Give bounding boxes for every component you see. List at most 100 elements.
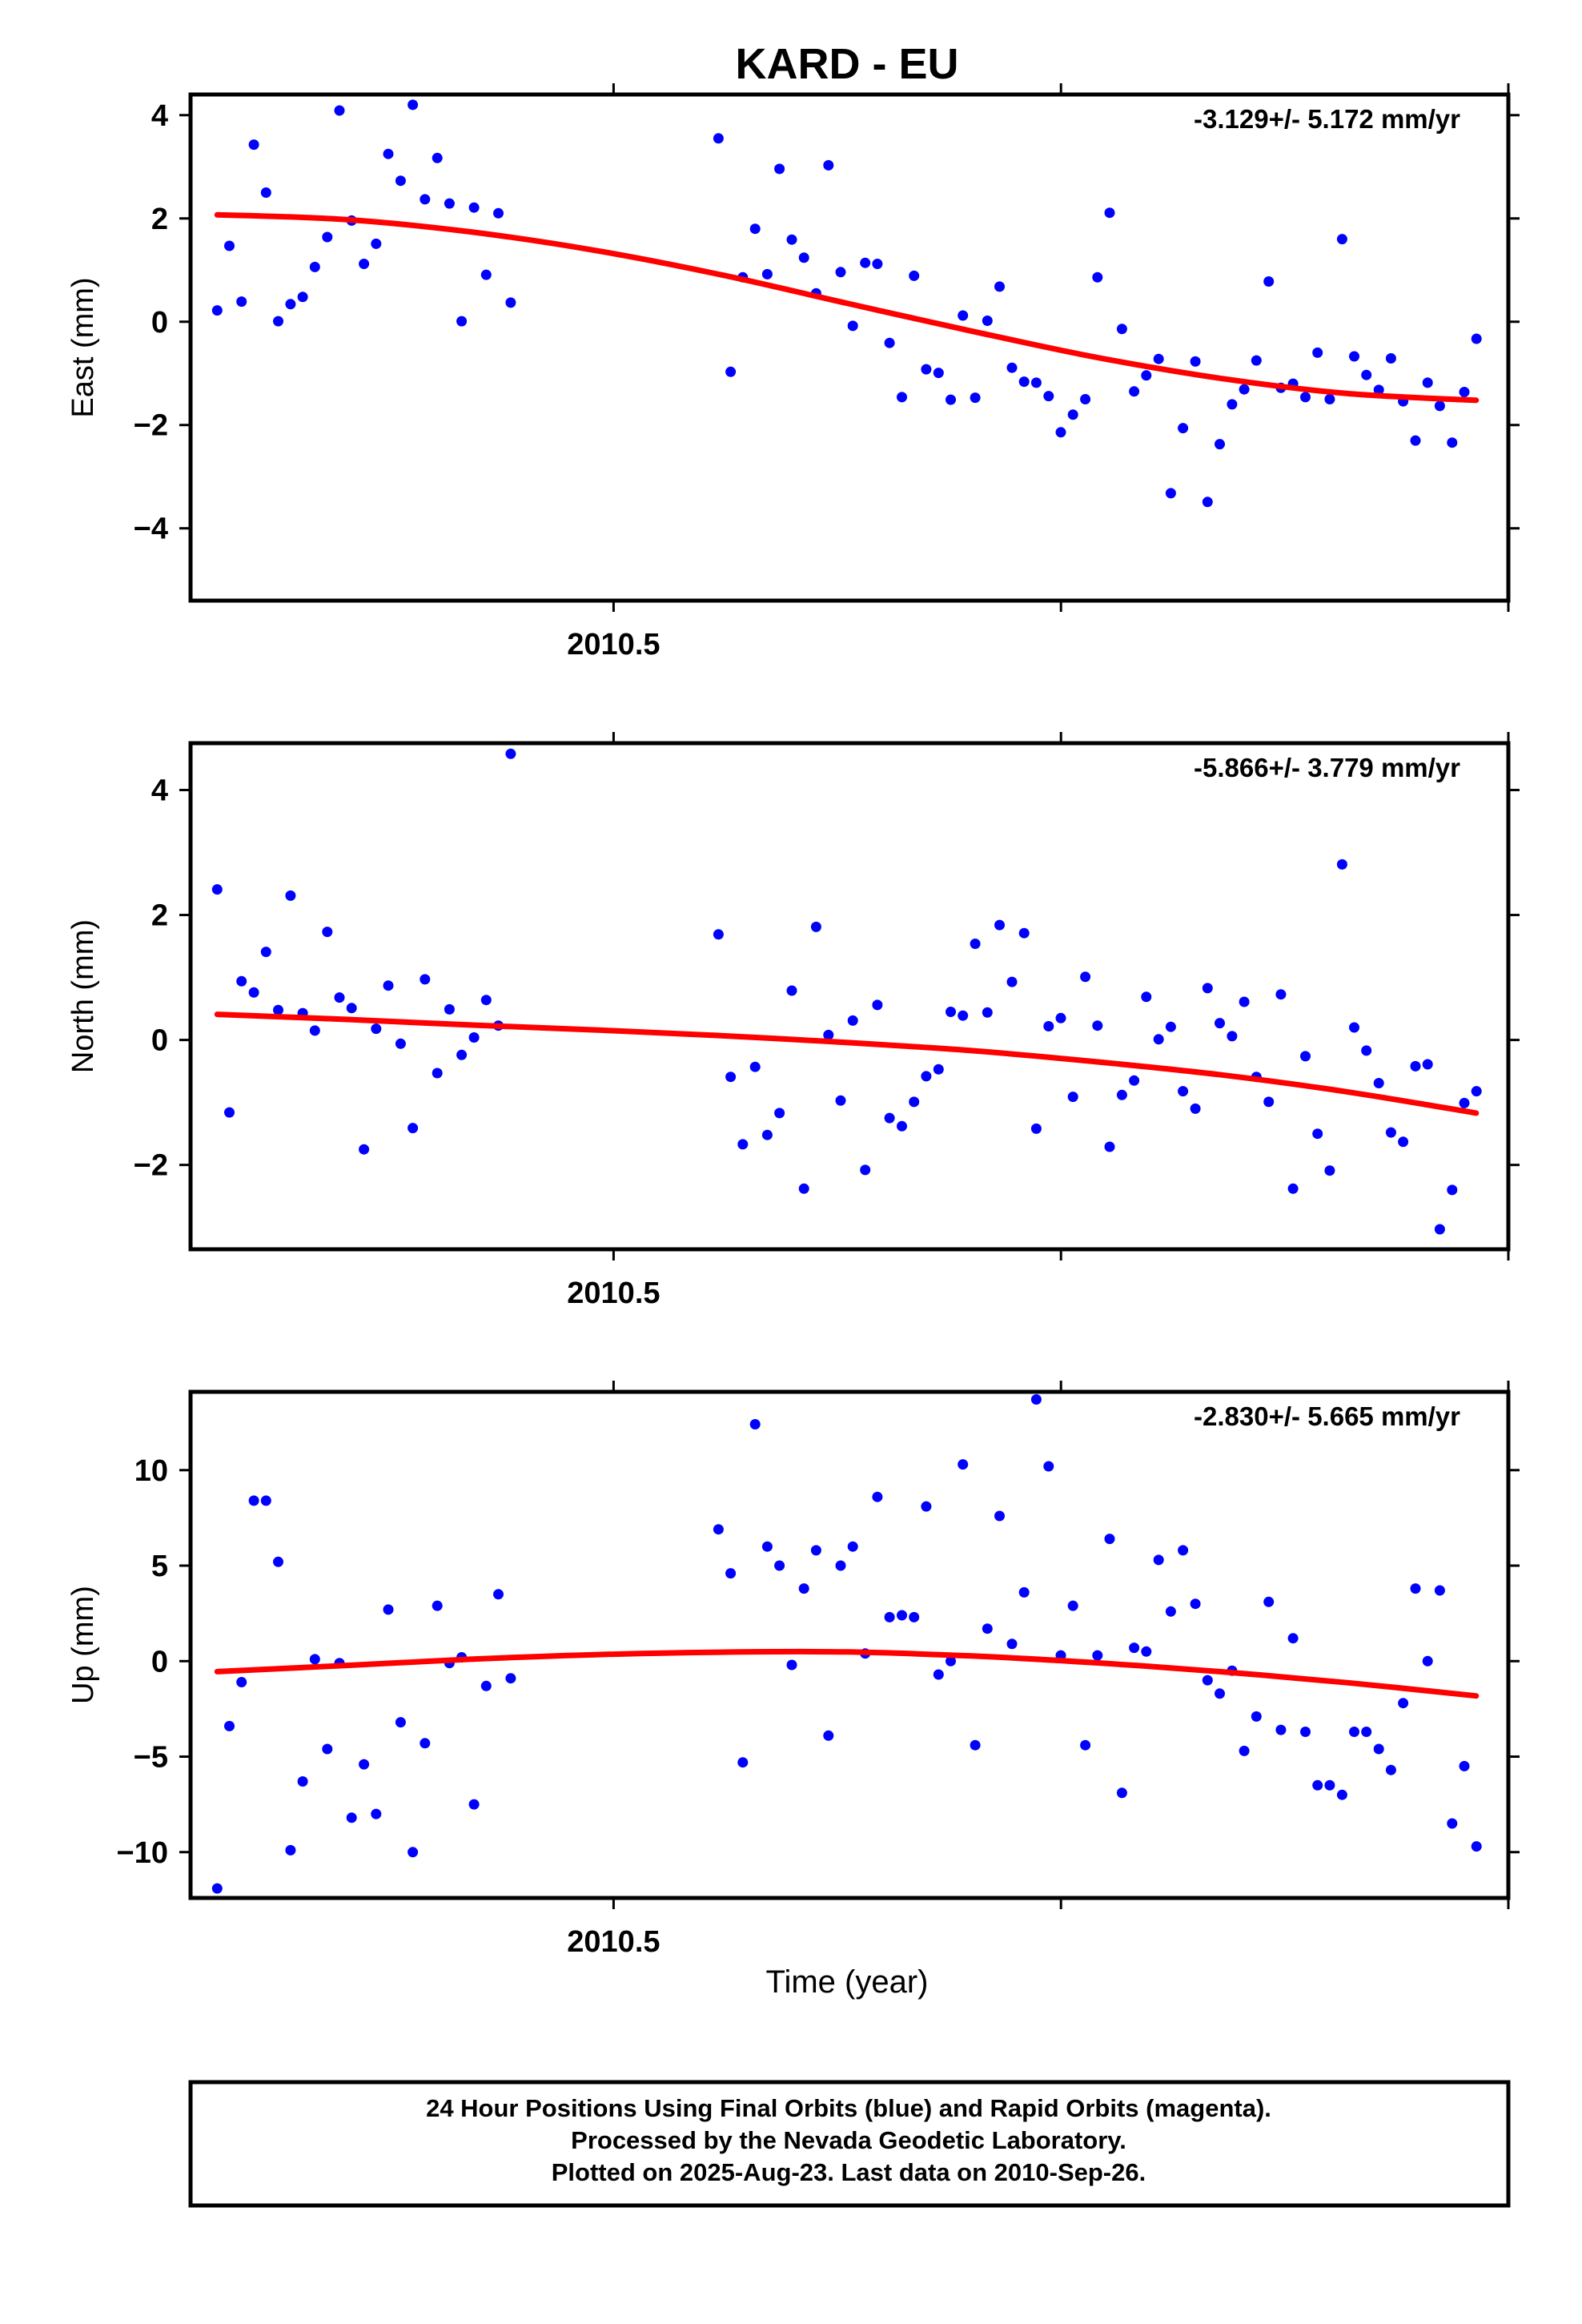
north-data-point — [334, 992, 345, 1003]
north-data-point — [933, 1063, 944, 1075]
up-data-point — [946, 1655, 956, 1667]
east-data-point — [786, 234, 797, 245]
east-data-point — [798, 252, 809, 263]
east-data-point — [371, 238, 382, 249]
east-data-point — [1251, 355, 1262, 366]
up-data-point — [371, 1808, 382, 1819]
north-data-point — [1361, 1045, 1372, 1056]
east-data-point — [1030, 377, 1042, 388]
x-axis-label: Time (year) — [766, 1964, 929, 2000]
east-plot-frame — [188, 92, 1511, 603]
north-data-point — [810, 921, 821, 932]
east-data-point — [1324, 394, 1335, 404]
east-data-point — [713, 133, 724, 144]
up-data-point — [1043, 1461, 1054, 1472]
up-data-point — [982, 1623, 993, 1634]
up-data-point — [468, 1799, 480, 1810]
north-data-point — [749, 1061, 761, 1072]
up-data-point — [1361, 1727, 1372, 1737]
north-panel: −2 0 2 4 2010.5 North (mm) -5.866+/- 3.779 mm/… — [66, 732, 1520, 1310]
north-fit-curve — [214, 1011, 1480, 1116]
east-data-point — [946, 394, 956, 405]
north-data-point — [909, 1096, 920, 1108]
east-data-point — [921, 364, 932, 375]
east-data-point — [383, 148, 394, 159]
up-data-point — [713, 1524, 724, 1535]
up-ytick-label: 10 — [135, 1454, 168, 1488]
east-data-point — [1239, 384, 1250, 395]
east-data-point — [1349, 351, 1359, 362]
up-data-point — [1251, 1711, 1262, 1722]
north-data-point — [1055, 1012, 1066, 1023]
north-data-point — [346, 1003, 357, 1014]
up-data-point — [273, 1556, 283, 1567]
north-data-point — [835, 1095, 846, 1106]
north-rate-label: -5.866+/- 3.779 mm/yr — [1194, 753, 1460, 782]
up-data-point — [1215, 1688, 1225, 1699]
up-data-point — [1287, 1633, 1299, 1644]
east-data-point — [1447, 437, 1458, 448]
up-data-point — [970, 1739, 981, 1751]
up-data-point — [909, 1611, 920, 1622]
up-ytick-label: 0 — [151, 1645, 168, 1679]
north-data-point — [774, 1108, 785, 1119]
north-data-point — [737, 1139, 749, 1150]
north-data-point — [480, 995, 492, 1006]
east-data-point — [1055, 427, 1066, 438]
north-data-point — [395, 1038, 406, 1049]
north-data-point — [1349, 1022, 1359, 1033]
east-data-point — [1434, 400, 1445, 412]
east-data-point — [468, 202, 480, 213]
north-ytick-label: 2 — [151, 899, 168, 933]
north-data-point — [432, 1068, 443, 1079]
east-data-point — [1471, 333, 1482, 344]
up-data-point — [1153, 1554, 1164, 1566]
up-data-point — [1202, 1675, 1213, 1686]
east-ytick-label: 0 — [151, 306, 168, 340]
north-data-point — [897, 1120, 907, 1132]
east-data-point — [933, 368, 944, 379]
up-data-point — [1324, 1779, 1335, 1791]
up-data-point — [322, 1743, 333, 1755]
up-data-point — [493, 1589, 504, 1600]
north-data-point — [982, 1007, 993, 1018]
north-data-point — [420, 974, 431, 985]
up-data-point — [761, 1541, 773, 1552]
north-data-point — [1239, 996, 1250, 1007]
up-data-point — [248, 1495, 259, 1506]
up-data-point — [1422, 1655, 1433, 1667]
up-data-point — [260, 1495, 271, 1506]
up-data-point — [1275, 1724, 1287, 1735]
east-data-point — [322, 231, 333, 243]
north-data-point — [1447, 1184, 1458, 1196]
east-data-point — [297, 292, 308, 303]
up-data-point — [1190, 1598, 1201, 1610]
east-data-point — [1043, 391, 1054, 402]
up-data-point — [1373, 1743, 1384, 1755]
up-data-point — [1080, 1739, 1091, 1751]
east-data-point — [1165, 488, 1176, 499]
east-data-point — [1104, 207, 1115, 219]
east-data-point — [260, 187, 271, 198]
north-ytick-label: 4 — [151, 774, 168, 808]
north-data-point — [958, 1010, 969, 1021]
up-data-point — [432, 1600, 443, 1611]
east-data-point — [1116, 324, 1127, 335]
east-data-point — [408, 99, 419, 111]
north-plot-frame — [188, 741, 1511, 1252]
east-data-point — [1410, 435, 1421, 446]
up-data-point — [1018, 1586, 1030, 1598]
north-xtick-label: 2010.5 — [567, 1277, 660, 1310]
north-data-point — [1092, 1020, 1103, 1031]
up-data-point — [309, 1654, 320, 1665]
east-xtick-label: 2010.5 — [567, 628, 660, 661]
up-data-point — [1349, 1727, 1359, 1737]
north-data-point — [823, 1029, 834, 1040]
north-data-point — [1263, 1096, 1275, 1108]
east-data-point — [224, 240, 235, 251]
up-data-point — [737, 1757, 749, 1768]
east-data-point — [1459, 387, 1470, 397]
up-data-point — [810, 1545, 821, 1556]
up-data-point — [1385, 1764, 1396, 1775]
